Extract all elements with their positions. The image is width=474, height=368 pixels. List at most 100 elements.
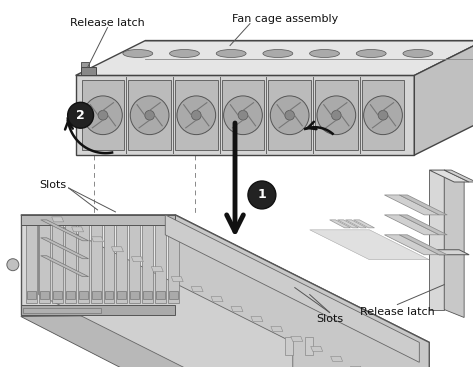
Polygon shape	[41, 256, 89, 277]
Polygon shape	[21, 315, 429, 368]
Polygon shape	[155, 225, 166, 302]
Polygon shape	[131, 257, 143, 262]
Polygon shape	[291, 336, 303, 342]
Polygon shape	[354, 220, 374, 228]
Ellipse shape	[263, 50, 293, 57]
Polygon shape	[315, 80, 358, 150]
Polygon shape	[362, 80, 404, 150]
Circle shape	[378, 110, 388, 120]
Polygon shape	[429, 250, 469, 255]
Ellipse shape	[356, 50, 386, 57]
Polygon shape	[268, 80, 311, 150]
Polygon shape	[444, 170, 474, 182]
Polygon shape	[82, 80, 124, 150]
Polygon shape	[168, 225, 179, 302]
Polygon shape	[26, 225, 37, 302]
Polygon shape	[142, 225, 153, 302]
Text: 1: 1	[257, 188, 266, 201]
Polygon shape	[165, 215, 419, 362]
Polygon shape	[285, 337, 293, 355]
Polygon shape	[91, 225, 101, 302]
Polygon shape	[104, 291, 113, 298]
Polygon shape	[39, 225, 50, 302]
Polygon shape	[351, 366, 363, 368]
Circle shape	[68, 102, 93, 128]
Polygon shape	[128, 80, 171, 150]
Polygon shape	[231, 307, 243, 312]
Polygon shape	[171, 277, 183, 282]
Ellipse shape	[403, 50, 433, 57]
Polygon shape	[72, 227, 83, 232]
Circle shape	[317, 96, 356, 135]
Polygon shape	[40, 291, 49, 298]
Polygon shape	[111, 247, 123, 252]
Polygon shape	[429, 170, 469, 182]
Polygon shape	[143, 291, 152, 298]
Polygon shape	[175, 215, 429, 368]
Polygon shape	[311, 346, 323, 351]
Ellipse shape	[216, 50, 246, 57]
Circle shape	[270, 96, 309, 135]
Polygon shape	[151, 267, 163, 272]
Circle shape	[130, 96, 169, 135]
Ellipse shape	[170, 50, 200, 57]
Text: Slots: Slots	[39, 180, 66, 190]
Text: Slots: Slots	[316, 315, 343, 325]
Polygon shape	[384, 195, 439, 215]
Text: Fan cage assembly: Fan cage assembly	[232, 14, 338, 24]
Polygon shape	[305, 337, 313, 355]
Polygon shape	[400, 215, 447, 235]
Polygon shape	[81, 67, 96, 75]
Polygon shape	[103, 225, 114, 302]
Polygon shape	[346, 220, 366, 228]
Polygon shape	[91, 237, 103, 242]
Polygon shape	[21, 215, 175, 315]
Polygon shape	[52, 225, 63, 302]
Polygon shape	[76, 75, 414, 155]
Polygon shape	[384, 215, 439, 235]
Polygon shape	[78, 225, 89, 302]
Polygon shape	[129, 225, 140, 302]
Polygon shape	[191, 287, 203, 291]
Polygon shape	[52, 217, 64, 222]
Polygon shape	[21, 215, 429, 342]
Circle shape	[191, 110, 201, 120]
Polygon shape	[384, 235, 439, 255]
Polygon shape	[23, 308, 100, 312]
Polygon shape	[130, 291, 139, 298]
Polygon shape	[91, 291, 100, 298]
Circle shape	[98, 110, 108, 120]
Polygon shape	[156, 291, 165, 298]
Text: 2: 2	[76, 109, 85, 122]
Circle shape	[238, 110, 248, 120]
Circle shape	[364, 96, 402, 135]
Polygon shape	[429, 170, 444, 309]
Polygon shape	[64, 225, 76, 302]
Circle shape	[331, 110, 341, 120]
Polygon shape	[81, 63, 89, 67]
Polygon shape	[337, 220, 358, 228]
Ellipse shape	[310, 50, 339, 57]
Polygon shape	[41, 238, 89, 259]
Circle shape	[224, 96, 262, 135]
Polygon shape	[66, 291, 74, 298]
Polygon shape	[118, 291, 127, 298]
Polygon shape	[222, 80, 264, 150]
Polygon shape	[53, 291, 62, 298]
Polygon shape	[400, 195, 447, 215]
Polygon shape	[21, 305, 175, 315]
Text: Release latch: Release latch	[70, 18, 145, 28]
Polygon shape	[414, 40, 474, 155]
Polygon shape	[79, 291, 88, 298]
Polygon shape	[169, 291, 178, 298]
Polygon shape	[331, 356, 343, 361]
Polygon shape	[251, 316, 263, 322]
Polygon shape	[41, 220, 89, 241]
Circle shape	[7, 259, 19, 271]
Polygon shape	[444, 170, 464, 318]
Polygon shape	[329, 220, 351, 228]
Polygon shape	[76, 40, 474, 75]
Circle shape	[145, 110, 155, 120]
Text: Release latch: Release latch	[360, 307, 435, 316]
Ellipse shape	[123, 50, 153, 57]
